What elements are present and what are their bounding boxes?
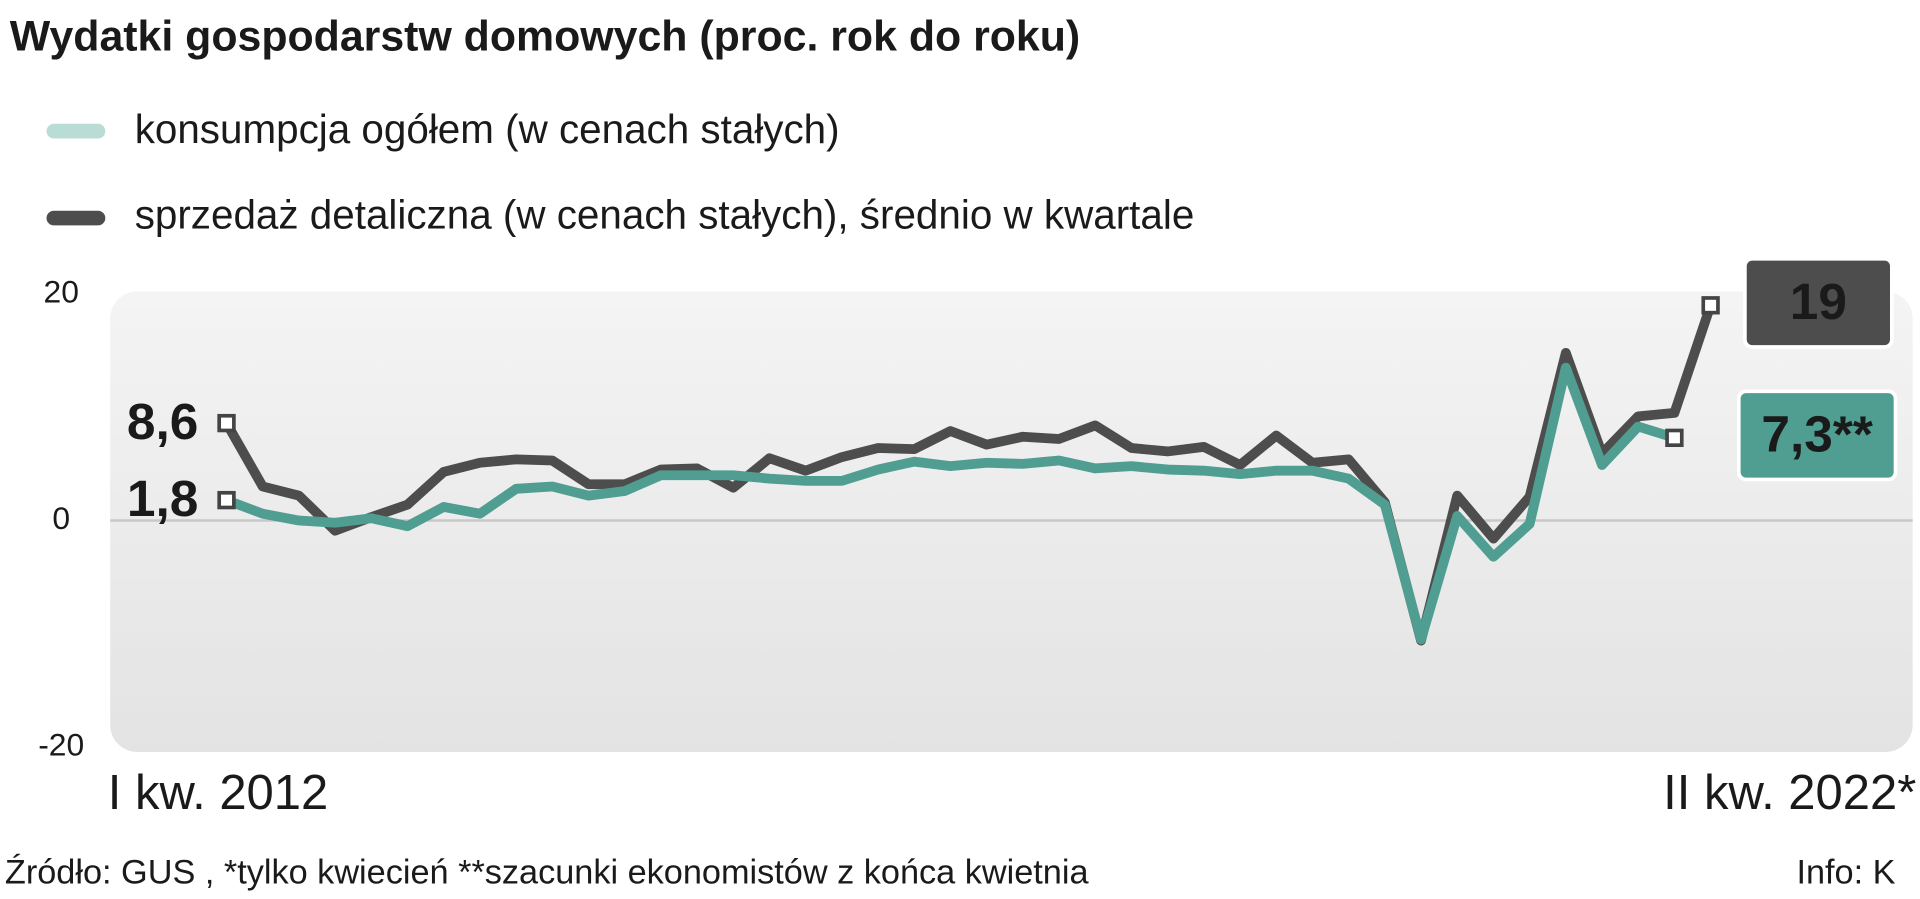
legend-swatch xyxy=(46,210,106,226)
value-label: 19 xyxy=(1790,272,1847,330)
y-tick-label: 20 xyxy=(44,273,79,309)
x-tick-label: II kw. 2022* xyxy=(1663,766,1916,820)
y-tick-label: 0 xyxy=(52,500,70,536)
chart-title: Wydatki gospodarstw domowych (proc. rok … xyxy=(10,13,1080,61)
value-label: 1,8 xyxy=(127,469,198,527)
point-marker xyxy=(217,413,236,433)
legend-label: sprzedaż detaliczna (w cenach stałych), … xyxy=(135,192,1195,238)
legend-label: konsumpcja ogółem (w cenach stałych) xyxy=(135,106,840,152)
value-label-box xyxy=(1736,389,1898,482)
value-label: 7,3** xyxy=(1761,404,1872,462)
point-marker xyxy=(1665,428,1684,448)
value-label-box xyxy=(1743,256,1894,349)
series-line xyxy=(222,303,1716,646)
credit: Info: K xyxy=(1796,853,1895,891)
x-tick-label: I kw. 2012 xyxy=(108,766,329,820)
source-note: Źródło: GUS , *tylko kwiecień **szacunki… xyxy=(5,852,1090,891)
y-tick-label: -20 xyxy=(38,726,84,762)
value-label: 8,6 xyxy=(127,392,198,450)
series-line xyxy=(224,362,1676,645)
point-marker xyxy=(1701,296,1720,315)
legend-swatch xyxy=(46,123,106,139)
point-marker xyxy=(217,490,236,510)
